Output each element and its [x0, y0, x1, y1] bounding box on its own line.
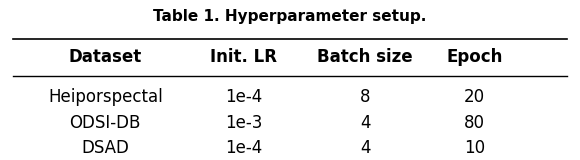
- Text: DSAD: DSAD: [81, 139, 129, 157]
- Text: 8: 8: [360, 88, 370, 106]
- Text: Table 1. Hyperparameter setup.: Table 1. Hyperparameter setup.: [153, 9, 427, 24]
- Text: Init. LR: Init. LR: [211, 48, 277, 66]
- Text: 1e-4: 1e-4: [225, 139, 262, 157]
- Text: 10: 10: [464, 139, 485, 157]
- Text: 4: 4: [360, 139, 370, 157]
- Text: 20: 20: [464, 88, 485, 106]
- Text: Epoch: Epoch: [447, 48, 503, 66]
- Text: Dataset: Dataset: [68, 48, 142, 66]
- Text: 1e-4: 1e-4: [225, 88, 262, 106]
- Text: ODSI-DB: ODSI-DB: [70, 114, 141, 132]
- Text: 1e-3: 1e-3: [225, 114, 263, 132]
- Text: Batch size: Batch size: [317, 48, 413, 66]
- Text: 4: 4: [360, 114, 370, 132]
- Text: Heiporspectal: Heiporspectal: [48, 88, 162, 106]
- Text: 80: 80: [464, 114, 485, 132]
